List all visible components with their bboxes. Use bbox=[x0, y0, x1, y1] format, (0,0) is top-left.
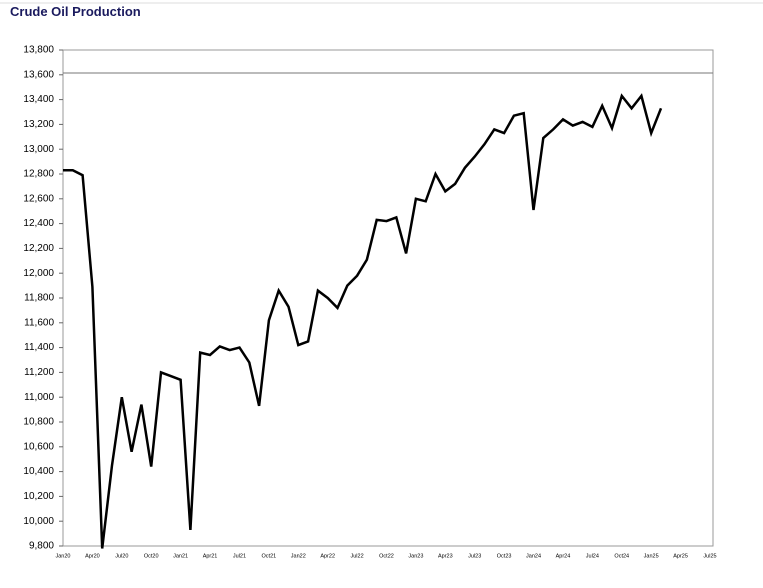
x-tick-label: Jul20 bbox=[115, 553, 128, 559]
x-tick-label: Jan20 bbox=[56, 553, 71, 559]
line-series bbox=[63, 93, 663, 549]
x-tick-label: Jan23 bbox=[408, 553, 423, 559]
y-tick-label: 12,800 bbox=[23, 169, 54, 180]
y-tick-label: 13,600 bbox=[23, 69, 54, 80]
y-tick-label: 10,000 bbox=[23, 516, 54, 527]
plot-frame bbox=[62, 49, 714, 547]
x-tick-label: Oct23 bbox=[497, 553, 512, 559]
y-tick-label: 13,200 bbox=[23, 119, 54, 130]
x-tick-label: Jul22 bbox=[351, 553, 364, 559]
x-tick-label: Oct22 bbox=[379, 553, 394, 559]
x-tick-label: Jul23 bbox=[468, 553, 481, 559]
y-tick-label: 12,000 bbox=[23, 268, 54, 279]
x-tick-label: Apr23 bbox=[438, 553, 453, 559]
y-tick-label: 11,400 bbox=[24, 342, 54, 353]
x-tick-label: Apr24 bbox=[556, 553, 571, 559]
y-tick-label: 12,600 bbox=[23, 193, 54, 204]
y-tick-label: 11,000 bbox=[24, 392, 54, 403]
y-tick-label: 12,200 bbox=[23, 243, 54, 254]
x-tick-label: Jan21 bbox=[173, 553, 188, 559]
y-tick-label: 13,400 bbox=[23, 94, 54, 105]
y-tick-label: 10,800 bbox=[23, 417, 54, 428]
x-tick-label: Jul24 bbox=[586, 553, 599, 559]
y-tick-label: 11,800 bbox=[24, 293, 54, 304]
y-tick-label: 11,200 bbox=[24, 367, 54, 378]
y-tick-label: 10,200 bbox=[23, 491, 54, 502]
x-tick-label: Jul25 bbox=[703, 553, 716, 559]
y-tick-label: 13,000 bbox=[23, 144, 54, 155]
x-tick-label: Jul21 bbox=[233, 553, 246, 559]
x-tick-label: Apr25 bbox=[673, 553, 688, 559]
y-tick-label: 9,800 bbox=[29, 541, 54, 552]
y-tick-label: 11,600 bbox=[24, 317, 54, 328]
x-tick-label: Apr22 bbox=[320, 553, 335, 559]
x-tick-label: Oct20 bbox=[144, 553, 159, 559]
x-tick-label: Apr21 bbox=[203, 553, 218, 559]
x-tick-label: Jan25 bbox=[644, 553, 659, 559]
x-tick-label: Jan24 bbox=[526, 553, 541, 559]
x-tick-label: Oct21 bbox=[262, 553, 277, 559]
y-tick-label: 10,600 bbox=[23, 441, 54, 452]
x-tick-label: Apr20 bbox=[85, 553, 100, 559]
x-tick-label: Oct24 bbox=[614, 553, 629, 559]
y-tick-label: 10,400 bbox=[23, 466, 54, 477]
y-tick-label: 12,400 bbox=[23, 218, 54, 229]
x-tick-label: Jan22 bbox=[291, 553, 306, 559]
y-tick-label: 13,800 bbox=[23, 45, 54, 56]
chart-title: Crude Oil Production bbox=[10, 4, 141, 19]
